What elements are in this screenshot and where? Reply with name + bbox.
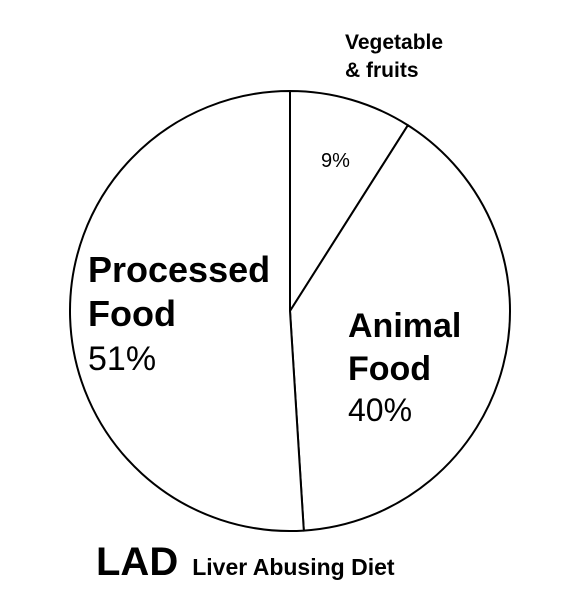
slice-value-processed: 51%	[88, 340, 156, 378]
slice-processed	[69, 90, 305, 532]
slice-label-animal-line1: Animal	[348, 307, 461, 345]
slice-vegetable	[289, 90, 409, 312]
pie-slices	[69, 90, 511, 532]
caption-full-text: Liver Abusing Diet	[192, 554, 395, 580]
slice-value-vegetable: 9%	[321, 150, 350, 172]
slice-label-vegetable-line1: Vegetable	[345, 31, 443, 54]
caption-abbreviation: LAD	[96, 540, 179, 584]
slice-animal	[289, 124, 511, 532]
chart-caption: LAD Liver Abusing Diet	[96, 540, 395, 585]
slice-value-animal: 40%	[348, 392, 412, 428]
slice-label-vegetable-line2: & fruits	[345, 59, 419, 82]
slice-label-animal-line2: Food	[348, 350, 431, 388]
slice-label-processed-line1: Processed	[88, 249, 270, 290]
slice-label-processed-line2: Food	[88, 293, 176, 334]
